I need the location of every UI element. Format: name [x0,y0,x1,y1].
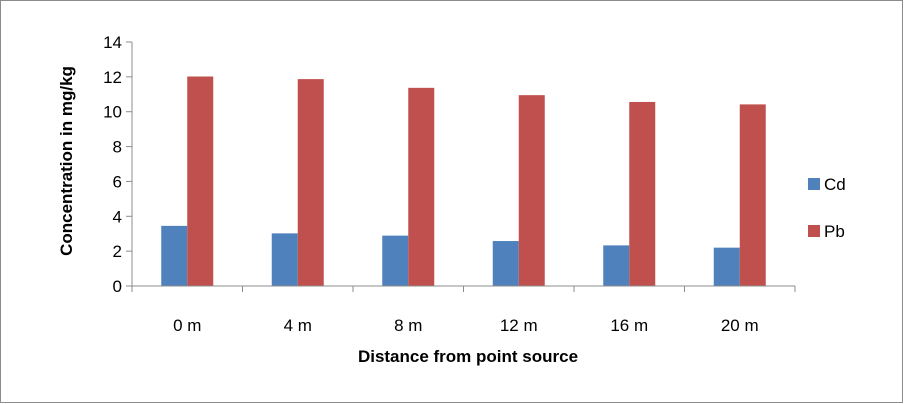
x-axis-ticks: 0 m 4 m 8 m 12 m 16 m 20 m [131,286,796,335]
y-tick-label: 14 [103,33,122,52]
bar-cd [382,235,409,286]
x-tick-label: 12 m [500,316,538,335]
y-tick-label: 0 [113,277,122,296]
y-tick-label: 2 [113,242,122,261]
bar-pb [739,104,766,286]
y-axis-ticks: 0 2 4 6 8 10 12 14 [103,33,132,296]
legend-swatch-pb [808,225,820,237]
y-tick-label: 6 [113,172,122,191]
legend-label-cd: Cd [824,175,846,194]
bar-pb [629,101,656,286]
x-tick-label: 20 m [721,316,759,335]
bar-pb [518,95,545,287]
legend: Cd Pb [808,175,846,241]
bars [161,76,766,287]
legend-swatch-cd [808,178,820,190]
bar-cd [161,225,188,286]
y-axis-title: Concentration in mg/kg [57,66,76,256]
y-tick-label: 4 [113,207,122,226]
bar-pb [408,87,435,286]
bar-cd [271,233,298,286]
bar-cd [713,247,740,286]
x-tick-label: 4 m [284,316,312,335]
bar-pb [297,79,324,286]
x-tick-label: 0 m [173,316,201,335]
y-tick-label: 12 [103,68,122,87]
x-tick-label: 16 m [610,316,648,335]
x-tick-label: 8 m [394,316,422,335]
y-tick-label: 10 [103,103,122,122]
y-tick-label: 8 [113,138,122,157]
x-axis-title: Distance from point source [358,347,578,366]
legend-label-pb: Pb [824,222,845,241]
bar-pb [187,76,214,286]
bar-cd [603,245,630,286]
bar-cd [492,241,519,286]
